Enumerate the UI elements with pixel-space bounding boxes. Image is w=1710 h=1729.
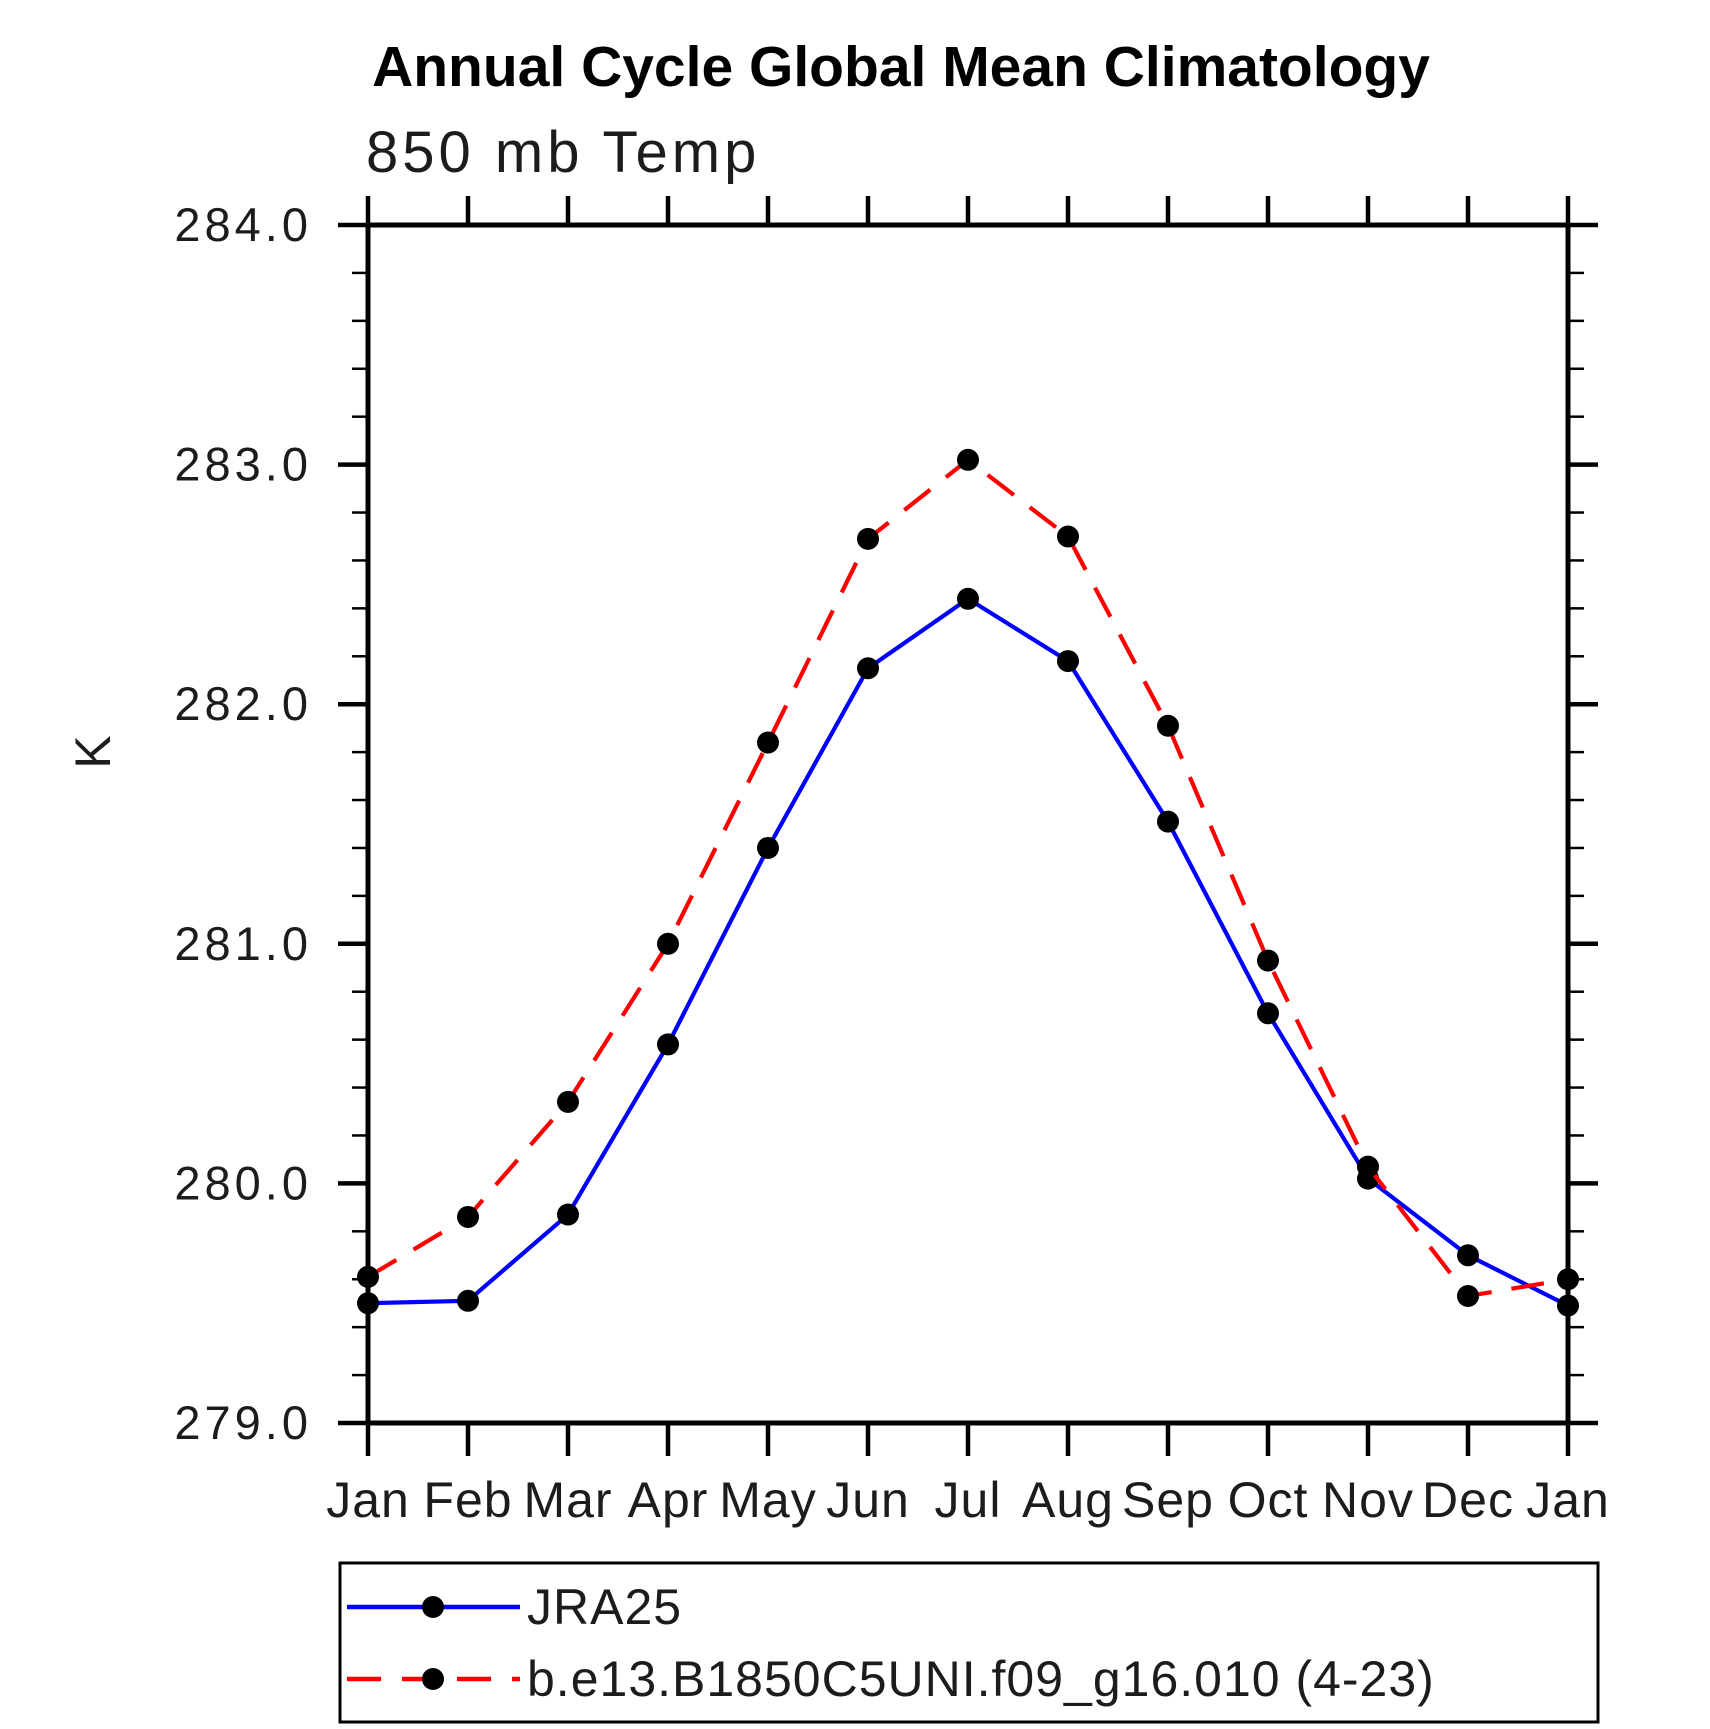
- data-point-marker: [1157, 810, 1179, 833]
- legend-marker: [422, 1668, 444, 1690]
- data-point-marker: [1257, 949, 1279, 972]
- x-tick-label: Feb: [423, 1472, 512, 1528]
- x-tick-label: Jun: [826, 1472, 910, 1528]
- data-point-marker: [957, 448, 979, 471]
- y-tick-label: 279.0: [174, 1396, 312, 1449]
- data-point-marker: [457, 1289, 479, 1312]
- data-point-marker: [1557, 1294, 1579, 1317]
- axes-layer: Jan Feb Mar Apr May Jun Jul Aug Sep Oct Nov Dec Jan2…: [174, 196, 1609, 1528]
- y-tick-label: 281.0: [174, 917, 312, 970]
- chart-title: Annual Cycle Global Mean Climatology: [372, 35, 1430, 99]
- legend-label: JRA25: [527, 1579, 682, 1635]
- x-tick-label: Jan: [326, 1472, 410, 1528]
- y-tick-label: 280.0: [174, 1156, 312, 1209]
- x-tick-label: Apr: [628, 1472, 709, 1528]
- x-tick-label: Jan: [1526, 1472, 1610, 1528]
- series-line: [366, 457, 1569, 1299]
- data-point-marker: [757, 836, 779, 859]
- data-point-marker: [1457, 1285, 1479, 1308]
- data-point-marker: [1457, 1244, 1479, 1267]
- data-point-marker: [357, 1292, 379, 1315]
- x-tick-label: May: [719, 1472, 816, 1528]
- data-point-marker: [557, 1090, 579, 1113]
- x-tick-label: Oct: [1228, 1472, 1309, 1528]
- data-point-marker: [657, 932, 679, 955]
- data-point-marker: [1157, 714, 1179, 737]
- series-layer: [357, 448, 1579, 1317]
- data-point-marker: [757, 731, 779, 754]
- data-point-marker: [1557, 1268, 1579, 1291]
- data-point-marker: [1057, 650, 1079, 673]
- y-tick-label: 282.0: [174, 677, 312, 730]
- y-axis-label: K: [65, 735, 121, 768]
- chart-subtitle: 850 mb Temp: [366, 120, 760, 185]
- data-point-marker: [857, 657, 879, 680]
- y-tick-label: 284.0: [174, 198, 312, 251]
- data-point-marker: [1057, 525, 1079, 548]
- data-point-marker: [657, 1033, 679, 1056]
- legend-layer: JRA25 b.e13.B1850C5UNI.f09_g16.010 (4-23): [338, 1561, 1600, 1724]
- series-line: [367, 596, 1569, 1308]
- legend-box: [338, 1561, 1600, 1724]
- x-tick-label: Nov: [1322, 1472, 1414, 1528]
- data-point-marker: [1357, 1155, 1379, 1178]
- data-point-marker: [957, 587, 979, 610]
- legend-marker: [422, 1596, 444, 1618]
- x-tick-label: Mar: [523, 1472, 612, 1528]
- x-tick-label: Dec: [1422, 1472, 1514, 1528]
- data-point-marker: [557, 1203, 579, 1226]
- x-tick-label: Aug: [1022, 1472, 1114, 1528]
- data-point-marker: [457, 1205, 479, 1228]
- data-point-marker: [357, 1265, 379, 1288]
- data-point-marker: [1257, 1002, 1279, 1025]
- data-point-marker: [857, 527, 879, 550]
- plot-box: [365, 222, 1571, 1426]
- legend-label: b.e13.B1850C5UNI.f09_g16.010 (4-23): [527, 1651, 1435, 1707]
- x-tick-label: Jul: [935, 1472, 1002, 1528]
- y-tick-label: 283.0: [174, 438, 312, 491]
- x-tick-label: Sep: [1122, 1472, 1214, 1528]
